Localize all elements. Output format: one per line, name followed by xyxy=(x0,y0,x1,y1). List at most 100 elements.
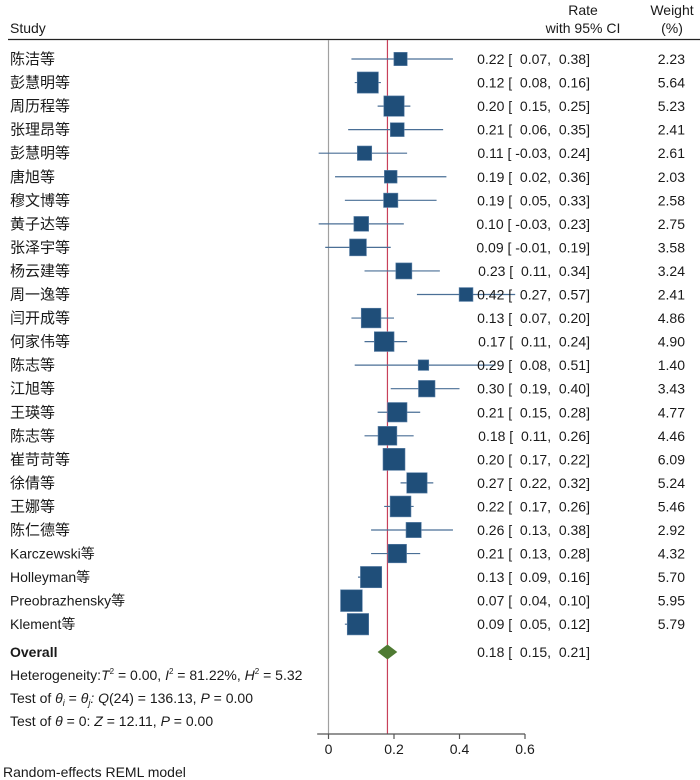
point-estimate-marker xyxy=(357,145,373,161)
study-row: 崔苛苛等 0.20 [ 0.17, 0.22] 6.09 xyxy=(10,448,685,471)
heterogeneity-stats: Heterogeneity:T2 = 0.00, I2 = 81.22%, H2… xyxy=(10,667,303,683)
study-row: 闫开成等 0.13 [ 0.07, 0.20] 4.86 xyxy=(10,307,685,329)
study-name: 陈志等 xyxy=(10,427,55,445)
study-row: 王瑛等 0.21 [ 0.15, 0.28] 4.77 xyxy=(10,402,685,423)
study-name: 王娜等 xyxy=(10,497,55,515)
study-row: Preobrazhensky等 0.07 [ 0.04, 0.10] 5.95 xyxy=(10,589,685,612)
study-row: 何家伟等 0.17 [ 0.11, 0.24] 4.90 xyxy=(10,331,685,352)
point-estimate-marker xyxy=(356,71,379,94)
weight-value: 3.24 xyxy=(658,263,685,279)
study-name: 周一逸等 xyxy=(10,286,70,304)
weight-value: 2.92 xyxy=(658,522,685,538)
rate-ci-value: 0.11 [ -0.03, 0.24] xyxy=(477,145,590,161)
study-name: 陈仁德等 xyxy=(10,521,70,539)
x-tick-label: 0.4 xyxy=(450,741,470,757)
weight-column-header-line2: (%) xyxy=(661,20,683,36)
point-estimate-marker xyxy=(377,426,398,446)
rate-ci-value: 0.13 [ 0.07, 0.20] xyxy=(477,310,590,326)
study-name: 穆文博等 xyxy=(10,191,70,209)
study-name: Klement等 xyxy=(10,616,75,632)
point-estimate-marker xyxy=(387,402,408,423)
study-row: 江旭等 0.30 [ 0.19, 0.40] 3.43 xyxy=(10,380,685,398)
study-name: 江旭等 xyxy=(10,380,55,398)
weight-value: 2.03 xyxy=(658,169,685,185)
rate-ci-value: 0.21 [ 0.06, 0.35] xyxy=(477,122,590,138)
weight-value: 4.77 xyxy=(658,404,685,420)
rate-ci-value: 0.20 [ 0.15, 0.25] xyxy=(477,98,590,114)
study-name: 王瑛等 xyxy=(10,403,55,421)
point-estimate-marker xyxy=(360,307,382,329)
study-name: 唐旭等 xyxy=(10,168,55,186)
weight-value: 2.41 xyxy=(658,287,685,303)
rate-ci-value: 0.22 [ 0.17, 0.26] xyxy=(477,498,590,514)
study-row: 黄子达等 0.10 [ -0.03, 0.23] 2.75 xyxy=(10,215,685,233)
point-estimate-marker xyxy=(383,192,399,208)
weight-value: 5.24 xyxy=(658,475,685,491)
rate-ci-value: 0.21 [ 0.13, 0.28] xyxy=(477,546,590,562)
study-name: 彭慧明等 xyxy=(10,74,70,92)
weight-value: 5.46 xyxy=(658,498,685,514)
rate-ci-value: 0.09 [ -0.01, 0.19] xyxy=(476,239,590,255)
test-zero: Test of θ = 0: Z = 12.11, P = 0.00 xyxy=(10,713,213,729)
study-row: 彭慧明等 0.12 [ 0.08, 0.16] 5.64 xyxy=(10,71,685,94)
weight-value: 4.32 xyxy=(658,546,685,562)
study-name: 徐倩等 xyxy=(10,474,55,492)
overall-row: Overall 0.18 [ 0.15, 0.21] xyxy=(10,644,590,660)
point-estimate-marker xyxy=(417,359,430,371)
rate-ci-value: 0.18 [ 0.11, 0.26] xyxy=(478,428,590,444)
study-row: 穆文博等 0.19 [ 0.05, 0.33] 2.58 xyxy=(10,191,685,209)
study-name: 彭慧明等 xyxy=(10,144,70,162)
study-row: 王娜等 0.22 [ 0.17, 0.26] 5.46 xyxy=(10,495,685,518)
weight-value: 4.90 xyxy=(658,334,685,350)
weight-value: 2.41 xyxy=(658,122,685,138)
study-row: 陈志等 0.18 [ 0.11, 0.26] 4.46 xyxy=(10,426,685,446)
rate-ci-value: 0.17 [ 0.11, 0.24] xyxy=(478,334,590,350)
weight-value: 4.46 xyxy=(658,428,685,444)
rate-ci-value: 0.20 [ 0.17, 0.22] xyxy=(477,451,590,467)
study-column-header: Study xyxy=(10,20,46,36)
weight-value: 2.61 xyxy=(658,145,685,161)
study-row: 陈志等 0.29 [ 0.08, 0.51] 1.40 xyxy=(10,356,685,374)
study-name: 闫开成等 xyxy=(10,309,70,327)
x-tick-label: 0.2 xyxy=(384,741,404,757)
point-estimate-marker xyxy=(360,566,383,589)
point-estimate-marker xyxy=(349,238,367,257)
point-estimate-marker xyxy=(418,380,436,398)
study-row: 彭慧明等 0.11 [ -0.03, 0.24] 2.61 xyxy=(10,144,685,162)
study-name: 张泽宇等 xyxy=(10,238,70,256)
rate-ci-value: 0.07 [ 0.04, 0.10] xyxy=(477,593,590,609)
study-name: Preobrazhensky等 xyxy=(10,593,125,609)
study-name: 陈洁等 xyxy=(10,50,55,68)
weight-value: 2.75 xyxy=(658,216,685,232)
weight-value: 3.58 xyxy=(658,239,685,255)
model-footnote: Random-effects REML model xyxy=(3,764,186,780)
study-row: 周历程等 0.20 [ 0.15, 0.25] 5.23 xyxy=(10,95,685,117)
point-estimate-marker xyxy=(395,262,413,280)
rate-ci-value: 0.29 [ 0.08, 0.51] xyxy=(477,357,590,373)
weight-value: 5.79 xyxy=(658,616,685,632)
weight-value: 5.70 xyxy=(658,569,685,585)
rate-ci-value: 0.30 [ 0.19, 0.40] xyxy=(477,381,590,397)
reference-lines xyxy=(327,40,389,734)
study-name: 张理昂等 xyxy=(10,121,70,139)
study-name: 黄子达等 xyxy=(10,215,70,233)
rate-ci-value: 0.19 [ 0.05, 0.33] xyxy=(477,192,590,208)
study-row: 周一逸等 0.42 [ 0.27, 0.57] 2.41 xyxy=(10,286,685,304)
study-row: 徐倩等 0.27 [ 0.22, 0.32] 5.24 xyxy=(10,472,685,494)
point-estimate-marker xyxy=(374,331,395,352)
rate-ci-value: 0.27 [ 0.22, 0.32] xyxy=(477,475,590,491)
study-name: 崔苛苛等 xyxy=(10,450,70,468)
study-row: Holleyman等 0.13 [ 0.09, 0.16] 5.70 xyxy=(10,566,685,589)
weight-value: 3.43 xyxy=(658,381,685,397)
study-row: 陈仁德等 0.26 [ 0.13, 0.38] 2.92 xyxy=(10,521,685,539)
point-estimate-marker xyxy=(346,613,370,636)
study-row: 杨云建等 0.23 [ 0.11, 0.34] 3.24 xyxy=(10,262,685,280)
rate-ci-value: 0.10 [ -0.03, 0.23] xyxy=(476,216,590,232)
rate-ci-value: 0.22 [ 0.07, 0.38] xyxy=(477,51,590,67)
study-name: Karczewski等 xyxy=(10,546,95,562)
weight-value: 1.40 xyxy=(658,357,685,373)
point-estimate-marker xyxy=(387,543,407,564)
rate-column-header-line1: Rate xyxy=(568,2,598,18)
point-estimate-marker xyxy=(393,52,408,66)
